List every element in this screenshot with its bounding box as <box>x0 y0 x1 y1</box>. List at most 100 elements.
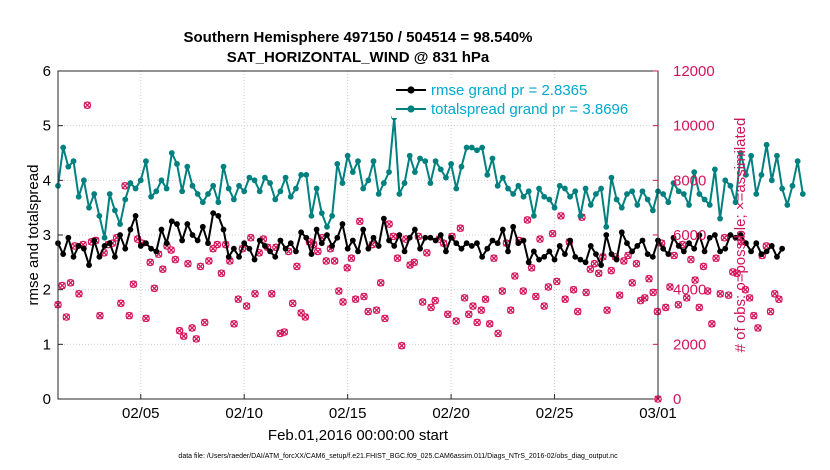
obs-possible-marker <box>423 248 431 257</box>
obs-count-point <box>146 258 155 267</box>
series-point-rmse <box>696 232 703 238</box>
obs-count-point <box>687 255 695 264</box>
series-point-totalspread <box>86 204 92 211</box>
obs-assimilated-marker <box>431 297 439 305</box>
right-tick-label: 8000 <box>673 172 706 189</box>
obs-assimilated-marker <box>641 294 649 302</box>
obs-assimilated-marker <box>511 272 519 280</box>
series-point-rmse <box>143 240 149 247</box>
series-point-rmse <box>261 243 268 249</box>
series-point-totalspread <box>143 158 149 165</box>
series-point-totalspread <box>339 180 346 186</box>
obs-assimilated-marker <box>712 254 720 262</box>
obs-possible-marker <box>121 182 129 190</box>
obs-possible-marker <box>452 317 460 325</box>
series-point-totalspread <box>458 163 465 170</box>
obs-assimilated-marker <box>251 290 259 298</box>
obs-possible-marker <box>381 314 389 323</box>
obs-possible-marker <box>481 295 490 304</box>
obs-possible-marker <box>251 289 259 298</box>
obs-assimilated-marker <box>234 295 242 303</box>
obs-assimilated-marker <box>406 261 414 269</box>
obs-possible-marker <box>347 254 356 263</box>
obs-count-point <box>582 288 590 297</box>
series-point-rmse <box>236 253 242 260</box>
obs-possible-marker <box>552 277 561 286</box>
obs-count-point <box>766 307 775 316</box>
obs-assimilated-marker <box>377 279 385 287</box>
obs-assimilated-marker <box>142 314 150 322</box>
obs-possible-marker <box>192 335 201 343</box>
obs-count-point <box>179 332 188 340</box>
obs-possible-marker <box>561 295 569 304</box>
obs-count-point <box>506 306 515 314</box>
obs-possible-marker <box>360 292 368 301</box>
series-point-totalspread <box>561 185 568 192</box>
series-point-totalspread <box>355 158 361 165</box>
series-point-rmse <box>293 248 299 255</box>
obs-assimilated-marker <box>570 286 578 294</box>
series-point-totalspread <box>215 199 222 206</box>
obs-count-point <box>167 246 175 254</box>
left-y-ticks: 0 1 2 3 4 5 6 <box>43 63 63 408</box>
series-point-rmse <box>582 259 589 266</box>
obs-possible-marker <box>469 302 477 310</box>
obs-count-point <box>682 294 691 302</box>
obs-assimilated-marker <box>343 264 351 272</box>
series-point-totalspread <box>577 212 584 219</box>
series-point-rmse <box>577 256 584 263</box>
obs-count-point <box>410 258 419 267</box>
obs-possible-marker <box>217 269 226 278</box>
obs-possible-marker <box>645 274 653 283</box>
obs-assimilated-marker <box>720 234 728 242</box>
obs-count-point <box>171 255 180 264</box>
series-point-rmse <box>629 248 636 255</box>
obs-possible-marker <box>670 251 678 260</box>
series-point-rmse <box>91 237 98 244</box>
obs-count-point <box>230 320 238 328</box>
series-point-rmse <box>406 234 413 241</box>
obs-count-point <box>716 289 725 298</box>
obs-possible-marker <box>569 285 578 294</box>
obs-possible-marker <box>536 235 544 243</box>
obs-assimilated-marker <box>385 220 393 228</box>
series-point-totalspread <box>727 182 734 189</box>
series-point-totalspread <box>106 191 113 197</box>
series-point-totalspread <box>774 152 780 159</box>
series-point-rmse <box>86 262 92 268</box>
obs-assimilated-marker <box>58 282 66 290</box>
obs-assimilated-marker <box>444 310 452 318</box>
obs-possible-marker <box>444 310 452 319</box>
series-point-rmse <box>122 245 129 252</box>
left-tick-label: 1 <box>43 336 51 353</box>
obs-count-point <box>724 291 733 299</box>
obs-assimilated-marker <box>465 310 473 318</box>
obs-assimilated-marker <box>276 329 284 337</box>
obs-count-point <box>745 294 754 302</box>
obs-possible-marker <box>519 287 528 295</box>
series-point-rmse <box>210 210 217 217</box>
series-point-totalspread <box>360 185 367 192</box>
obs-count-point <box>586 265 595 273</box>
series-point-rmse <box>411 226 418 233</box>
series-point-totalspread <box>179 188 186 195</box>
series-point-totalspread <box>789 182 796 189</box>
legend-spread-label: totalspread grand pr = 3.8696 <box>431 101 628 118</box>
series-point-totalspread <box>468 144 475 151</box>
obs-assimilated-marker <box>586 265 594 273</box>
series-point-rmse <box>267 248 273 255</box>
obs-possible-marker <box>58 281 66 290</box>
obs-possible-marker <box>498 287 507 295</box>
obs-possible-marker <box>716 289 725 298</box>
obs-possible-marker <box>267 289 276 298</box>
obs-count-point <box>381 314 389 323</box>
series-point-rmse <box>225 253 232 260</box>
series-point-rmse <box>189 232 196 238</box>
series-point-totalspread <box>701 196 708 203</box>
right-tick-label: 10000 <box>673 118 715 135</box>
obs-possible-marker <box>330 257 339 265</box>
series-point-rmse <box>148 245 155 252</box>
series-point-totalspread <box>556 182 563 189</box>
obs-assimilated-marker <box>540 302 548 310</box>
obs-assimilated-marker <box>519 287 527 295</box>
